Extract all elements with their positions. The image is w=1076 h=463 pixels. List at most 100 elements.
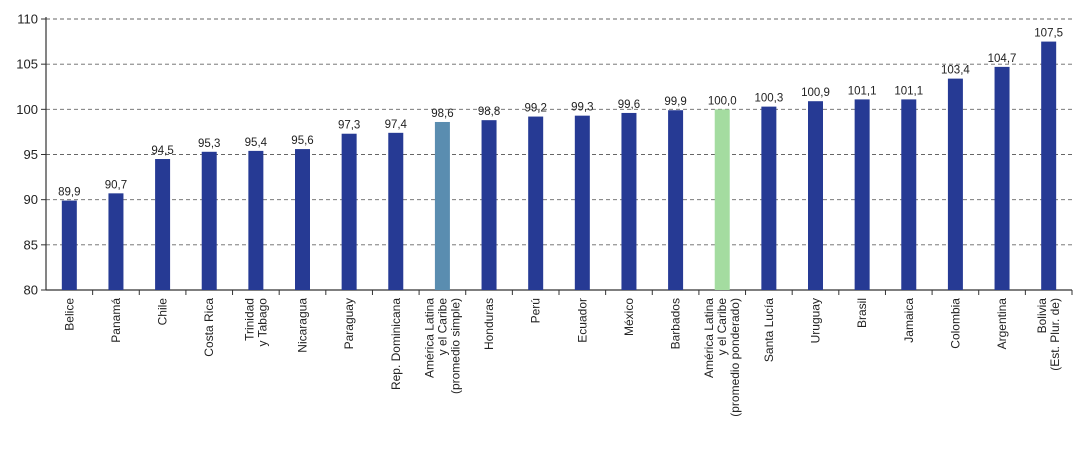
- y-tick-label: 110: [17, 12, 38, 27]
- data-label: 101,1: [894, 85, 923, 97]
- x-category-label-line: Honduras: [482, 298, 496, 350]
- x-category-label: Honduras: [482, 298, 496, 350]
- x-category-label: Trinidad y Tabago: [242, 298, 269, 347]
- x-category-label: Argentina: [995, 298, 1009, 350]
- x-category-label-line: América Latina: [422, 298, 436, 378]
- bar: [714, 109, 730, 290]
- grid-lines: [46, 18, 1072, 246]
- data-label: 97,3: [338, 120, 360, 132]
- data-label: 100,3: [754, 93, 783, 105]
- bar: [761, 106, 777, 290]
- x-category-label: Rep. Dominicana: [389, 298, 403, 390]
- x-category-label: Santa Lucía: [762, 298, 776, 362]
- data-label: 101,1: [848, 85, 877, 97]
- bar: [61, 200, 77, 290]
- x-category-label-line: y el Caribe: [715, 298, 729, 356]
- bar: [854, 99, 870, 290]
- data-label: 98,6: [431, 108, 453, 120]
- data-label: 99,2: [524, 103, 546, 115]
- y-axis: 80 85 90 95 100 105 110: [16, 12, 1073, 298]
- y-tick-label: 80: [24, 283, 38, 298]
- data-label: 99,3: [571, 102, 593, 114]
- data-label: 104,7: [988, 53, 1017, 65]
- x-category-label: Paraguay: [342, 298, 356, 349]
- y-tick-label: 85: [24, 237, 38, 252]
- bar: [621, 112, 637, 291]
- bar: [108, 193, 124, 290]
- data-label: 98,8: [478, 106, 500, 118]
- data-label: 95,6: [291, 135, 313, 147]
- x-category-label-line: Trinidad: [242, 298, 256, 341]
- bar: [248, 150, 264, 290]
- x-category-label-line: Colombia: [948, 298, 962, 349]
- y-tick-label: 90: [24, 192, 38, 207]
- y-tick-label: 100: [16, 102, 38, 117]
- data-label: 97,4: [385, 119, 408, 131]
- data-label: 99,6: [618, 99, 640, 111]
- x-category-label-line: Perú: [529, 298, 543, 323]
- bar: [434, 121, 450, 290]
- bar: [994, 66, 1010, 290]
- x-category-label-line: (promedio ponderado): [728, 298, 742, 417]
- x-category-label: Chile: [156, 298, 170, 326]
- data-label: 95,3: [198, 138, 220, 150]
- x-category-label: Ecuador: [575, 298, 589, 343]
- x-category-label-line: Paraguay: [342, 298, 356, 349]
- x-category-label-line: Bolivia: [1035, 298, 1049, 334]
- x-axis-labels: Belice Panamá Chile Costa Rica Trinidad y Tab…: [62, 298, 1062, 417]
- data-label: 95,4: [245, 137, 268, 149]
- x-category-label-line: Panamá: [109, 298, 123, 343]
- bar: [528, 116, 544, 290]
- x-category-label: México: [622, 298, 636, 336]
- x-category-label-line: (promedio simple): [448, 298, 462, 394]
- x-category-label: Perú: [529, 298, 543, 323]
- x-category-label-line: América Latina: [702, 298, 716, 378]
- bar: [808, 101, 823, 290]
- data-label: 94,5: [151, 145, 173, 157]
- bar: [574, 115, 590, 290]
- y-tick-label: 105: [16, 57, 38, 72]
- x-category-label: Brasil: [855, 298, 869, 328]
- bar: [901, 99, 917, 290]
- x-category-label-line: Uruguay: [809, 298, 823, 343]
- bars: [61, 41, 1057, 291]
- data-label: 99,9: [664, 96, 686, 108]
- x-category-label-line: México: [622, 298, 636, 336]
- x-category-label: Nicaragua: [296, 298, 310, 353]
- x-category-label-line: Ecuador: [575, 298, 589, 343]
- x-category-label-line: (Est. Plur. de): [1048, 298, 1062, 371]
- x-category-label-line: Rep. Dominicana: [389, 298, 403, 390]
- x-category-label: América Latina y el Caribe (promedio simpl…: [422, 298, 462, 394]
- x-category-label-line: Jamaica: [902, 298, 916, 343]
- bar: [947, 78, 963, 291]
- x-category-label: Uruguay: [809, 298, 823, 343]
- x-category-label: Colombia: [948, 298, 962, 349]
- x-category-label: América Latina y el Caribe (promedio ponde…: [702, 298, 742, 417]
- x-category-label: Belice: [62, 298, 76, 331]
- x-category-label-line: Chile: [156, 298, 170, 326]
- x-category-label: Bolivia (Est. Plur. de): [1035, 298, 1062, 371]
- x-category-label-line: Brasil: [855, 298, 869, 328]
- x-category-label: Panamá: [109, 298, 123, 343]
- data-label: 89,9: [58, 187, 80, 199]
- y-tick-label: 95: [24, 147, 38, 162]
- bar: [155, 159, 171, 290]
- x-category-label-line: Barbados: [669, 298, 683, 349]
- bar: [668, 110, 684, 290]
- x-category-label: Costa Rica: [202, 298, 216, 357]
- data-label: 100,0: [708, 95, 737, 107]
- x-category-label-line: Nicaragua: [296, 298, 310, 353]
- x-category-label: Jamaica: [902, 298, 916, 343]
- x-category-label-line: y Tabago: [255, 298, 269, 347]
- x-category-label: Barbados: [669, 298, 683, 349]
- data-labels: 89,9 90,7 94,5 95,3 95,4 95,6 97,3 97,4 98,6 98,8…: [58, 28, 1063, 199]
- bar: [295, 149, 310, 290]
- bar: [201, 151, 217, 290]
- bar: [341, 133, 357, 290]
- x-category-label-line: Santa Lucía: [762, 298, 776, 362]
- x-category-label-line: Argentina: [995, 298, 1009, 350]
- data-label: 90,7: [105, 179, 127, 191]
- data-label: 107,5: [1034, 28, 1063, 40]
- x-category-label-line: Belice: [62, 298, 76, 331]
